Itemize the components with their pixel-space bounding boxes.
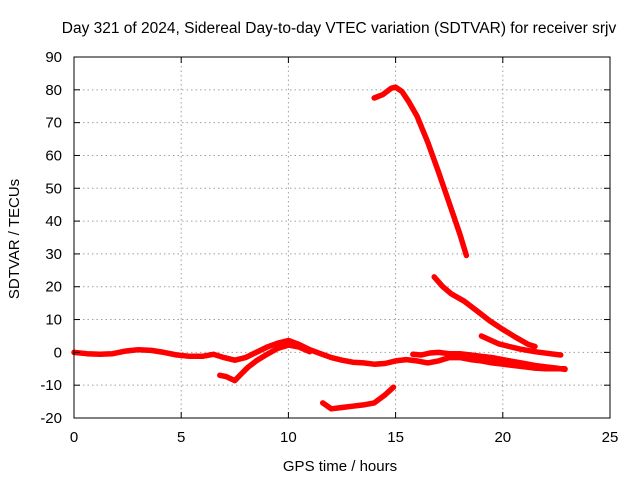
ticks: 0 5 10 15 20 25 -20 -10 0 10 20 30 40 50 60 70 80 90 [40, 49, 618, 446]
y-tick-label: 90 [45, 49, 62, 66]
plot-frame [73, 56, 611, 419]
y-tick-label: 30 [45, 246, 62, 263]
series-decay-track-a [431, 274, 538, 350]
grid [74, 57, 610, 418]
y-tick-label: 0 [54, 344, 62, 361]
series-mid-track [410, 349, 568, 373]
y-tick-label: 60 [45, 147, 62, 164]
x-tick-label: 0 [70, 429, 78, 446]
y-axis-label: SDTVAR / TECUs [6, 179, 23, 299]
x-tick-label: 25 [602, 429, 619, 446]
series-low-dip-track [217, 342, 313, 384]
x-tick-label: 10 [280, 429, 297, 446]
y-tick-label: 50 [45, 180, 62, 197]
series-long-track [71, 337, 568, 372]
series-decay-track-b [478, 333, 564, 358]
series-peak-track [371, 84, 470, 259]
chart-title: Day 321 of 2024, Sidereal Day-to-day VTE… [62, 20, 617, 37]
series-layer [71, 84, 568, 412]
x-tick-label: 20 [494, 429, 511, 446]
x-axis-label: GPS time / hours [283, 458, 397, 475]
y-tick-label: 80 [45, 82, 62, 99]
y-tick-label: 20 [45, 279, 62, 296]
x-tick-label: 5 [177, 429, 185, 446]
y-tick-label: 40 [45, 213, 62, 230]
y-tick-label: -10 [40, 377, 62, 394]
y-tick-label: 70 [45, 115, 62, 132]
y-tick-label: -20 [40, 410, 62, 427]
series-bottom-track [319, 384, 397, 412]
y-tick-label: 10 [45, 312, 62, 329]
x-tick-label: 15 [387, 429, 404, 446]
